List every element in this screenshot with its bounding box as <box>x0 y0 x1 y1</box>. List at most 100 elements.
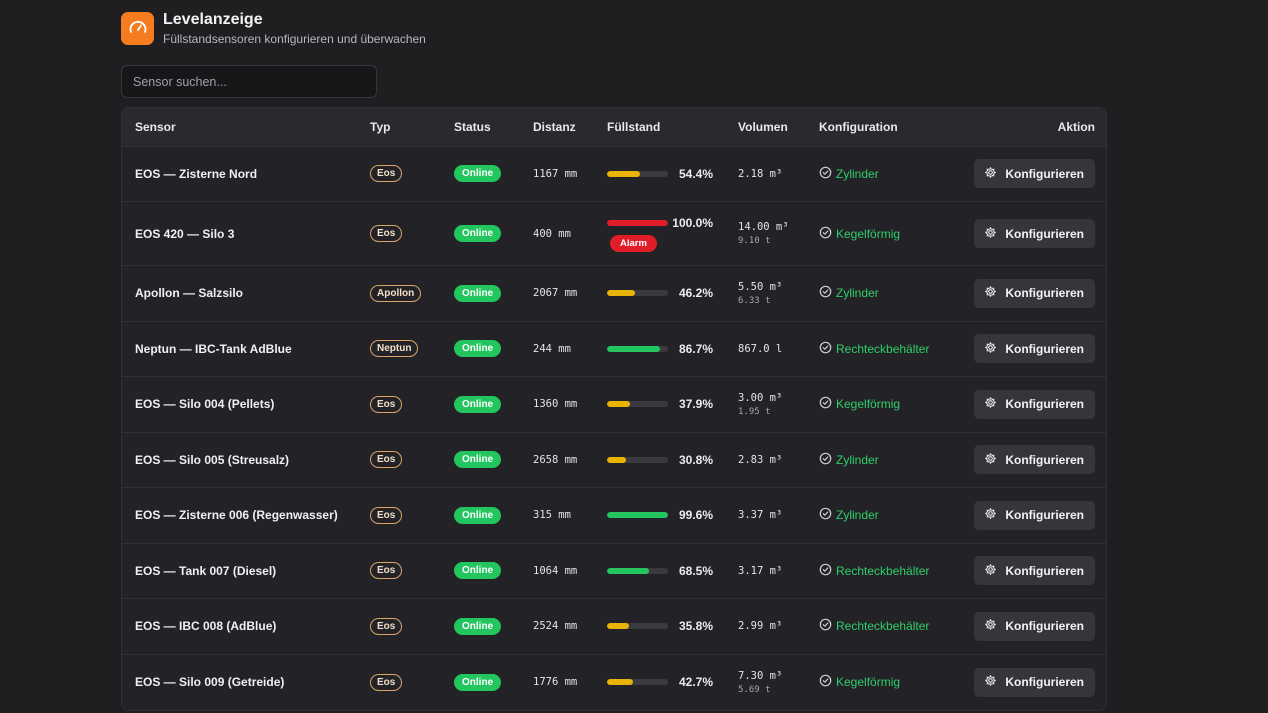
configure-button-label: Konfigurieren <box>1005 341 1084 356</box>
configure-button-label: Konfigurieren <box>1005 563 1084 578</box>
volume-value: 2.99 m³ <box>738 620 783 633</box>
gear-icon <box>984 452 997 468</box>
volume-value: 2.83 m³ <box>738 453 783 466</box>
fill-percent: 68.5% <box>678 563 713 578</box>
check-circle-icon <box>819 674 836 690</box>
gear-icon <box>984 396 997 412</box>
configuration-status: Zylinder <box>819 507 949 523</box>
configure-button-label: Konfigurieren <box>1005 452 1084 467</box>
configure-button[interactable]: Konfigurieren <box>974 500 1095 530</box>
column-header-action: Aktion <box>1057 119 1095 134</box>
volume-value: 3.17 m³ <box>738 564 783 577</box>
type-badge: Eos <box>370 451 403 469</box>
column-header-volume[interactable]: Volumen <box>738 119 788 134</box>
column-header-configuration[interactable]: Konfiguration <box>819 119 898 134</box>
status-badge: Online <box>454 395 502 413</box>
type-badge: Eos <box>370 562 403 580</box>
configure-button[interactable]: Konfigurieren <box>974 389 1095 419</box>
weight-value: 5.69 t <box>738 684 771 695</box>
distance-value: 1776 mm <box>533 676 578 688</box>
fill-level: 42.7% <box>607 675 725 689</box>
column-header-type[interactable]: Typ <box>370 119 391 134</box>
fill-percent: 35.8% <box>678 619 713 634</box>
configuration-status: Rechteckbehälter <box>819 618 949 634</box>
fill-level: 68.5% <box>607 564 725 578</box>
search-input[interactable] <box>121 65 377 98</box>
distance-value: 2067 mm <box>533 287 578 300</box>
configure-button-label: Konfigurieren <box>1005 286 1084 301</box>
fill-percent: 54.4% <box>678 166 713 181</box>
page-title: Levelanzeige <box>163 11 263 28</box>
check-circle-icon <box>819 166 836 182</box>
page-header: Levelanzeige Füllstandsensoren konfiguri… <box>121 10 426 46</box>
column-header-status[interactable]: Status <box>454 119 491 134</box>
sensor-name: EOS — Zisterne Nord <box>135 166 258 181</box>
fill-percent: 100.0% <box>672 215 713 230</box>
table-row: Neptun — IBC-Tank AdBlue Neptun Online 244 … <box>122 321 1106 377</box>
configuration-label: Rechteckbehälter <box>836 563 930 578</box>
fill-bar-level <box>607 512 668 519</box>
sensor-name: EOS — Silo 004 (Pellets) <box>135 397 275 412</box>
type-badge: Neptun <box>370 340 419 358</box>
check-circle-icon <box>819 507 836 523</box>
sensor-name: EOS — Zisterne 006 (Regenwasser) <box>135 508 338 523</box>
sensor-name: EOS — Silo 005 (Streusalz) <box>135 452 290 467</box>
configure-button[interactable]: Konfigurieren <box>974 334 1095 364</box>
configure-button-label: Konfigurieren <box>1005 226 1084 241</box>
configure-button[interactable]: Konfigurieren <box>974 219 1095 248</box>
gear-icon <box>984 563 997 579</box>
column-header-sensor[interactable]: Sensor <box>135 119 176 134</box>
configuration-label: Kegelförmig <box>836 397 901 412</box>
configuration-label: Zylinder <box>836 452 879 467</box>
configuration-status: Zylinder <box>819 285 949 301</box>
fill-level: 86.7% <box>607 342 725 356</box>
fill-bar <box>607 623 668 630</box>
fill-bar <box>607 456 668 463</box>
status-badge: Online <box>454 284 502 302</box>
volume-value: 867.0 l <box>738 342 783 355</box>
weight-value: 6.33 t <box>738 295 771 306</box>
fill-bar <box>607 401 668 408</box>
configure-button[interactable]: Konfigurieren <box>974 611 1095 641</box>
type-badge: Eos <box>370 617 403 635</box>
configuration-status: Kegelförmig <box>819 674 949 690</box>
gear-icon <box>984 618 997 634</box>
configure-button[interactable]: Konfigurieren <box>974 556 1095 586</box>
configure-button[interactable]: Konfigurieren <box>974 159 1095 189</box>
table-row: EOS — Silo 005 (Streusalz) Eos Online 2658 … <box>122 432 1106 488</box>
sensor-name: EOS — IBC 008 (AdBlue) <box>135 619 277 634</box>
table-row: EOS — Zisterne 006 (Regenwasser) Eos Onlin… <box>122 487 1106 544</box>
fill-bar-level <box>607 345 660 352</box>
configuration-status: Kegelförmig <box>819 226 949 242</box>
sensor-name: EOS — Tank 007 (Diesel) <box>135 563 277 578</box>
configure-button[interactable]: Konfigurieren <box>974 667 1095 697</box>
weight-value: 1.95 t <box>738 406 771 417</box>
volume-value: 14.00 m³ <box>738 221 789 233</box>
fill-percent: 46.2% <box>678 286 713 301</box>
fill-percent: 37.9% <box>678 397 713 412</box>
column-header-distance[interactable]: Distanz <box>533 119 576 134</box>
volume-value: 5.50 m³ <box>738 280 783 293</box>
column-header-fill-level[interactable]: Füllstand <box>607 119 661 134</box>
table-row: Apollon — Salzsilo Apollon Online 2067 mm 46… <box>122 265 1106 322</box>
fill-percent: 30.8% <box>678 452 713 467</box>
table-header-row: Sensor Typ Status Distanz Füllstand Volu… <box>122 108 1106 146</box>
fill-level: 30.8% <box>607 453 725 467</box>
configure-button-label: Konfigurieren <box>1005 397 1084 412</box>
gauge-icon <box>121 11 154 45</box>
table-row: EOS — IBC 008 (AdBlue) Eos Online 2524 mm 35… <box>122 598 1106 655</box>
fill-bar-level <box>607 679 634 685</box>
configure-button[interactable]: Konfigurieren <box>974 278 1095 308</box>
configure-button[interactable]: Konfigurieren <box>974 445 1095 475</box>
fill-bar-level <box>607 623 629 630</box>
sensor-name: EOS — Silo 009 (Getreide) <box>135 675 285 689</box>
sensor-table: Sensor Typ Status Distanz Füllstand Volu… <box>121 107 1107 711</box>
check-circle-icon <box>819 396 836 412</box>
gear-icon <box>984 674 997 690</box>
configuration-label: Kegelförmig <box>836 226 901 241</box>
fill-bar <box>607 345 668 352</box>
check-circle-icon <box>819 226 836 242</box>
distance-value: 1360 mm <box>533 398 578 411</box>
configuration-label: Rechteckbehälter <box>836 619 930 634</box>
table-row: EOS — Zisterne Nord Eos Online 1167 mm 54.4%… <box>122 146 1106 202</box>
